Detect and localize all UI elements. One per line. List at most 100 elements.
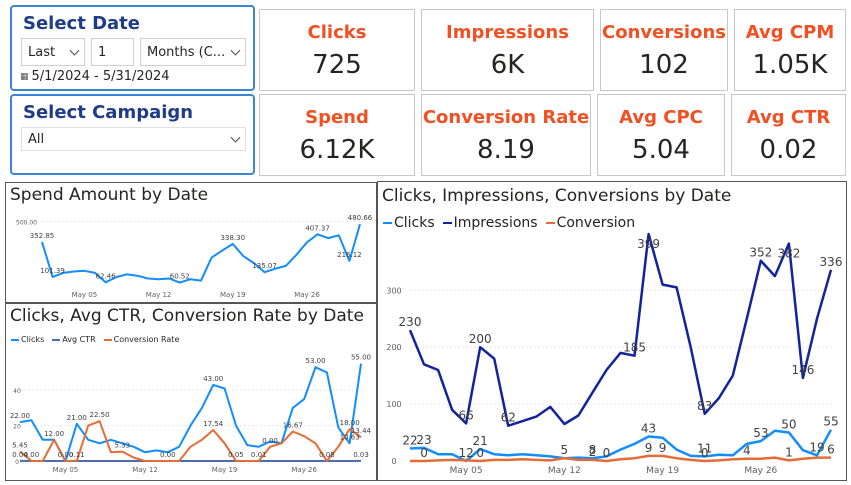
- x-tick-label: May 12: [132, 466, 158, 474]
- legend-item: Conversion: [545, 215, 636, 231]
- kpi-avg-cpc: Avg CPC 5.04: [597, 94, 725, 176]
- kpi-spend: Spend 6.12K: [259, 94, 415, 176]
- data-label: 10.63: [340, 433, 360, 441]
- chart-legend: Clicks Avg CTR Conversion Rate: [11, 335, 187, 344]
- data-label: 22.50: [90, 411, 110, 419]
- x-tick-label: May 19: [212, 466, 238, 474]
- data-label: 9: [645, 441, 653, 455]
- kpi-value: 102: [639, 50, 689, 80]
- relative-period-value: Last: [28, 44, 56, 60]
- legend-label: Conversion: [556, 215, 636, 231]
- data-label: 11: [697, 441, 712, 455]
- data-label: 0: [701, 446, 709, 460]
- data-label: 23: [416, 433, 431, 447]
- chevron-down-icon: [230, 45, 241, 56]
- period-unit-dropdown[interactable]: Months (C...: [140, 38, 246, 66]
- x-tick-label: May 26: [744, 466, 777, 476]
- chart-title: Spend Amount by Date: [10, 185, 209, 205]
- x-tick-label: May 26: [294, 291, 320, 299]
- y-tick-label: 20: [13, 424, 21, 431]
- data-label: 55.00: [351, 354, 371, 362]
- data-label: 101.39: [40, 267, 65, 275]
- data-label: 12.00: [44, 430, 64, 438]
- date-slicer: Select Date Last 1 Months (C... ▦ 5/1/20…: [10, 5, 255, 91]
- legend-label: Impressions: [453, 215, 538, 231]
- x-tick-label: May 05: [72, 291, 98, 299]
- kpi-value: 6K: [490, 50, 525, 80]
- kpi-avg-ctr: Avg CTR 0.02: [731, 94, 846, 176]
- data-label: 21: [473, 434, 488, 448]
- data-label: 1: [785, 445, 793, 459]
- data-label: 8: [589, 443, 597, 457]
- date-slicer-title: Select Date: [23, 13, 140, 34]
- kpi-avg-cpm: Avg CPM 1.05K: [734, 9, 846, 91]
- data-label: 60.52: [170, 273, 190, 281]
- data-label: 53: [753, 426, 768, 440]
- data-label: 382: [777, 247, 800, 261]
- data-label: 22.00: [10, 412, 30, 420]
- legend-label: Conversion Rate: [113, 335, 180, 344]
- data-label: 0: [420, 446, 428, 460]
- data-label: 21.00: [67, 414, 87, 422]
- data-label: 230: [399, 315, 422, 329]
- data-label: 0.00: [58, 451, 74, 459]
- kpi-label: Clicks: [307, 22, 367, 43]
- date-range-text: 5/1/2024 - 5/31/2024: [31, 69, 170, 84]
- data-label: 5.45: [12, 441, 28, 449]
- campaign-slicer-title: Select Campaign: [23, 102, 194, 123]
- data-label: 0.00: [160, 451, 176, 459]
- legend-item: Conversion Rate: [103, 335, 180, 344]
- data-label: 55: [823, 415, 838, 429]
- data-label: 50: [781, 418, 796, 432]
- legend-item: Impressions: [442, 215, 538, 231]
- kpi-value: 725: [312, 50, 362, 80]
- data-label: 0.00: [24, 451, 40, 459]
- data-label: 0.08: [319, 451, 335, 459]
- series-line-clicks: [19, 363, 362, 462]
- campaign-dropdown[interactable]: All: [21, 127, 246, 151]
- data-label: 0.00: [262, 437, 278, 445]
- chart-title: Clicks, Impressions, Conversions by Date: [382, 186, 732, 206]
- data-label: 0.11: [69, 451, 85, 459]
- relative-period-dropdown[interactable]: Last: [21, 38, 85, 66]
- kpi-value: 6.12K: [299, 135, 375, 165]
- series-line-conversion-rate: [19, 420, 362, 462]
- clicks-ctr-rate-chart-panel[interactable]: Clicks, Avg CTR, Conversion Rate by Date…: [5, 303, 377, 481]
- data-label: 352: [749, 246, 772, 260]
- kpi-value: 1.05K: [752, 50, 828, 80]
- data-label: 9: [659, 441, 667, 455]
- data-label: 407.37: [305, 224, 330, 232]
- clicks-impressions-chart-panel[interactable]: Clicks, Impressions, Conversions by Date…: [377, 181, 847, 481]
- campaign-value: All: [28, 131, 45, 147]
- legend-item: Clicks: [383, 215, 435, 231]
- series-line-clicks: [409, 429, 833, 463]
- legend-label: Clicks: [21, 335, 45, 344]
- data-label: 146: [791, 363, 814, 377]
- kpi-conversions: Conversions 102: [600, 9, 728, 91]
- y-tick-label: 100: [386, 400, 401, 409]
- campaign-slicer: Select Campaign All: [10, 94, 255, 175]
- legend-item: Clicks: [11, 335, 44, 344]
- data-label: 135.07: [252, 262, 277, 270]
- legend-item: Avg CTR: [52, 335, 96, 344]
- kpi-label: Avg CPC: [619, 107, 703, 128]
- kpi-clicks: Clicks 725: [259, 9, 415, 91]
- spend-chart-panel[interactable]: Spend Amount by Date 500.00 May 05 May 12 M…: [5, 182, 377, 303]
- data-label: 2: [589, 445, 597, 459]
- data-label: 0: [476, 446, 484, 460]
- period-count-input[interactable]: 1: [91, 38, 134, 66]
- kpi-label: Spend: [305, 107, 369, 128]
- data-label: 43.00: [203, 375, 223, 383]
- data-label: 5: [561, 443, 569, 457]
- y-tick-label: 200: [386, 343, 401, 352]
- kpi-value: 0.02: [759, 135, 818, 165]
- data-label: 6: [827, 443, 835, 457]
- legend-label: Avg CTR: [62, 335, 96, 344]
- kpi-conversion-rate: Conversion Rate 8.19: [421, 94, 591, 176]
- chart-legend: Clicks Impressions Conversion: [383, 215, 643, 231]
- spend-chart: 500.00 May 05 May 12 May 19 May 26 352.85 101.…: [16, 214, 373, 299]
- data-label: 83: [697, 399, 712, 413]
- chevron-down-icon: [230, 132, 241, 143]
- data-label: 480.66: [348, 214, 373, 222]
- period-unit-value: Months (C...: [147, 44, 226, 60]
